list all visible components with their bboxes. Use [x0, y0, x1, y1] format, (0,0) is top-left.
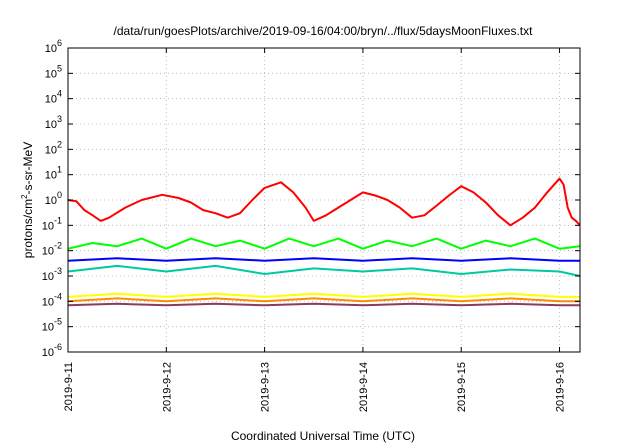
- y-tick-labels: 10-6 10-5 10-4 10-3 10-2 10-1 100 101 102 103 104 1…: [42, 38, 580, 359]
- y-tick-label: 10-4: [42, 291, 62, 308]
- y-tick-label: 105: [45, 63, 62, 80]
- x-tick-label: 2019-9-11: [63, 362, 75, 411]
- series-lines: [67, 177, 581, 307]
- plot-frame: [67, 47, 581, 353]
- series-line-3: [67, 264, 581, 277]
- y-tick-label: 10-6: [42, 342, 62, 359]
- y-tick-label: 10-3: [42, 266, 62, 283]
- chart-title: /data/run/goesPlots/archive/2019-09-16/0…: [114, 24, 534, 38]
- y-tick-label: 101: [45, 165, 62, 182]
- x-axis-label: Coordinated Universal Time (UTC): [231, 429, 415, 443]
- y-tick-label: 10-5: [42, 317, 62, 334]
- series-line-7: [67, 302, 580, 307]
- series-line-1: [67, 177, 581, 227]
- y-tick-label: 106: [45, 38, 62, 55]
- y-axis-label: protons/cm2-s-sr-MeV: [20, 142, 35, 258]
- y-tick-label: 103: [45, 114, 62, 131]
- y-tick-label: 104: [45, 89, 62, 106]
- x-tick-label: 2019-9-13: [260, 362, 272, 412]
- series-line-4: [67, 257, 580, 262]
- x-tick-label: 2019-9-14: [358, 362, 370, 412]
- y-tick-label: 102: [45, 139, 62, 156]
- x-tick-label: 2019-9-16: [555, 362, 567, 412]
- x-tick-label: 2019-9-12: [161, 362, 173, 412]
- x-tick-labels: 2019-9-11 2019-9-12 2019-9-13 2019-9-14 2019…: [63, 48, 567, 412]
- series-line-6: [67, 297, 580, 303]
- series-line-2: [67, 237, 581, 250]
- grid-lines: [68, 48, 580, 352]
- x-tick-label: 2019-9-15: [456, 362, 468, 412]
- series-line-5: [67, 292, 580, 298]
- y-tick-label: 100: [45, 190, 62, 207]
- y-tick-label: 10-1: [42, 215, 62, 232]
- y-tick-label: 10-2: [42, 241, 62, 258]
